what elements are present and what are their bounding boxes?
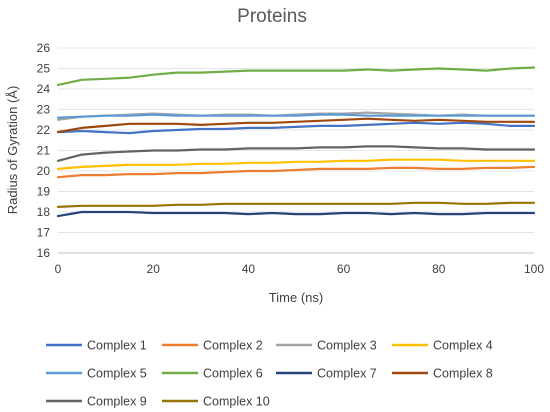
y-tick-label: 16 — [37, 246, 51, 260]
legend-label: Complex 9 — [87, 395, 147, 409]
legend-label: Complex 8 — [433, 367, 493, 381]
y-axis-title: Radius of Gyration (Å) — [5, 86, 20, 215]
series-line-complex-9 — [56, 145, 536, 162]
x-axis-ticks: 0 20 40 60 80 100 — [55, 262, 545, 276]
x-tick-label: 20 — [147, 262, 161, 276]
legend-item-complex-10: Complex 10 — [162, 395, 270, 409]
legend-item-complex-7: Complex 7 — [276, 367, 377, 381]
y-tick-label: 23 — [37, 103, 51, 117]
x-tick-label: 60 — [337, 262, 351, 276]
chart-title: Proteins — [237, 6, 307, 27]
series-line-complex-10 — [56, 201, 536, 208]
legend-label: Complex 10 — [203, 395, 270, 409]
y-tick-label: 25 — [37, 62, 51, 76]
y-tick-label: 18 — [37, 205, 51, 219]
series-line-complex-7 — [56, 210, 536, 218]
y-tick-label: 26 — [37, 41, 51, 55]
x-tick-label: 0 — [55, 262, 62, 276]
legend-item-complex-9: Complex 9 — [46, 395, 147, 409]
series-line-complex-8 — [56, 117, 536, 134]
y-tick-label: 17 — [37, 226, 51, 240]
legend-label: Complex 2 — [203, 339, 263, 353]
legend-label: Complex 6 — [203, 367, 263, 381]
y-tick-label: 22 — [37, 123, 51, 137]
legend-item-complex-2: Complex 2 — [162, 339, 263, 353]
x-tick-label: 40 — [242, 262, 256, 276]
series-line-complex-6 — [56, 66, 536, 87]
y-tick-label: 20 — [37, 164, 51, 178]
legend: Complex 1 Complex 2 Complex 3 Complex 4 Comp… — [46, 339, 493, 409]
y-tick-label: 21 — [37, 144, 51, 158]
legend-label: Complex 3 — [317, 339, 377, 353]
y-tick-label: 24 — [37, 82, 51, 96]
legend-item-complex-8: Complex 8 — [392, 367, 493, 381]
legend-label: Complex 4 — [433, 339, 493, 353]
series-line-complex-5 — [56, 113, 536, 119]
legend-item-complex-3: Complex 3 — [276, 339, 377, 353]
legend-label: Complex 1 — [87, 339, 147, 353]
y-axis-ticks: 16 17 18 19 20 21 22 23 24 25 26 — [37, 41, 51, 260]
x-tick-label: 80 — [432, 262, 446, 276]
legend-item-complex-1: Complex 1 — [46, 339, 147, 353]
x-axis-title: Time (ns) — [269, 290, 323, 305]
y-tick-label: 19 — [37, 185, 51, 199]
legend-item-complex-4: Complex 4 — [392, 339, 493, 353]
legend-label: Complex 7 — [317, 367, 377, 381]
legend-item-complex-6: Complex 6 — [162, 367, 263, 381]
legend-label: Complex 5 — [87, 367, 147, 381]
series-line-complex-4 — [56, 158, 536, 170]
legend-item-complex-5: Complex 5 — [46, 367, 147, 381]
series-line-complex-1 — [56, 121, 536, 135]
x-tick-label: 100 — [524, 262, 544, 276]
series-lines — [56, 66, 536, 218]
series-line-complex-2 — [56, 165, 536, 179]
